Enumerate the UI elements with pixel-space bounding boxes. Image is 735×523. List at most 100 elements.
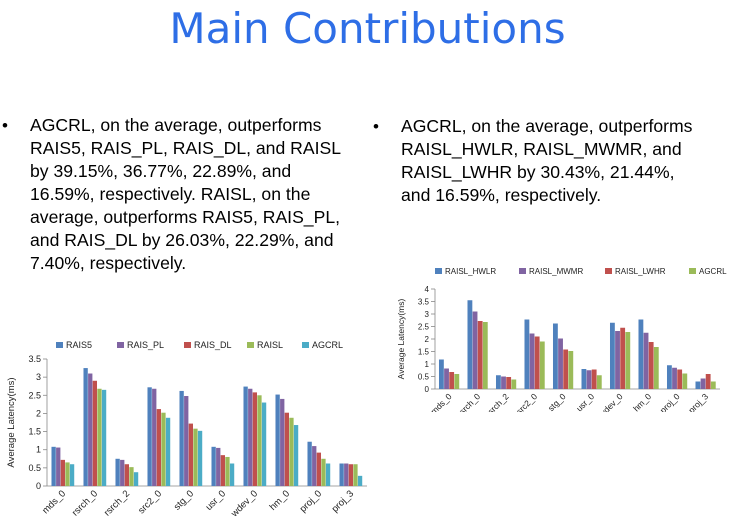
bar-agcrl-hm-0 (653, 347, 659, 389)
bar-rais-dl-proj-0 (316, 452, 322, 486)
bar-rais-dl-mds-0 (60, 459, 66, 486)
bar-rais-dl-src2-0 (156, 409, 162, 486)
bar-raisl-mds-0 (65, 462, 70, 486)
bar-agcrl-proj-3 (357, 475, 363, 486)
bar-rais-pl-proj-3 (344, 463, 349, 486)
bullet-text: AGCRL, on the average, outperforms RAIS5… (30, 115, 341, 273)
bar-rais5-usr-0 (211, 446, 216, 486)
x-tick-label: mds_0 (40, 488, 68, 516)
legend-swatch (117, 342, 124, 348)
y-axis-label: Average Latency(ms) (396, 299, 406, 380)
bar-raisl-hwlr-rsrch-0 (467, 300, 473, 389)
bar-rais5-wdev-0 (243, 386, 248, 486)
bar-rais-dl-wdev-0 (252, 392, 258, 486)
latency-chart-left: RAIS5 RAIS_PL RAIS_DL RAISL AGCRL 0 0.5 1 1.5 2 2.… (6, 340, 367, 520)
bar-raisl-lwhr-hm-0 (648, 342, 654, 389)
bar-rais5-rsrch-0 (83, 368, 88, 486)
legend-label: RAIS_PL (127, 340, 164, 350)
legend-label: RAISL_HWLR (445, 267, 496, 276)
x-tick-label: proj_0 (658, 391, 682, 412)
bar-raisl-hwlr-proj-3 (695, 381, 701, 389)
bar-raisl-lwhr-proj-0 (677, 369, 683, 389)
bar-raisl-stg-0 (193, 428, 198, 486)
legend-label: RAIS_DL (194, 340, 232, 350)
bar-agcrl-stg-0 (197, 430, 203, 486)
legend-swatch (689, 268, 696, 274)
bar-rais5-mds-0 (51, 446, 56, 486)
x-tick-label: wdev_0 (228, 488, 260, 520)
bar-raisl-mwmr-usr-0 (586, 370, 592, 389)
bar-rais-pl-mds-0 (56, 447, 61, 486)
x-tick-label: proj_3 (686, 391, 710, 412)
y-tick-label: 2.5 (28, 390, 41, 400)
bar-agcrl-usr-0 (596, 375, 602, 389)
bar-raisl-lwhr-rsrch-2 (506, 377, 512, 389)
bar-raisl-hwlr-wdev-0 (609, 322, 615, 389)
bullet-text: AGCRL, on the average, outperforms RAISL… (401, 116, 693, 205)
legend-swatch (435, 268, 442, 274)
bar-raisl-hwlr-rsrch-2 (495, 375, 501, 389)
bar-rais-pl-src2-0 (152, 388, 157, 486)
bar-rais-dl-proj-3 (348, 464, 354, 486)
x-tick-label: stg_0 (546, 391, 568, 412)
legend-label: RAISL_MWMR (529, 267, 583, 276)
bar-rais5-hm-0 (275, 394, 280, 486)
bar-agcrl-src2-0 (165, 417, 171, 486)
bar-agcrl-mds-0 (454, 374, 460, 389)
y-tick-label: 0.5 (28, 463, 41, 473)
legend-label: RAISL_LWHR (615, 267, 666, 276)
bar-rais-pl-usr-0 (216, 447, 221, 486)
bar-raisl-usr-0 (225, 456, 230, 486)
bar-raisl-lwhr-src2-0 (534, 336, 540, 389)
x-tick-label: rsrch_0 (70, 488, 100, 518)
y-axis-label: Average Latency(ms) (6, 377, 17, 467)
x-tick-label: wdev_0 (596, 391, 625, 412)
bars (438, 300, 716, 389)
bar-raisl-lwhr-proj-3 (705, 374, 711, 389)
bar-raisl-lwhr-stg-0 (563, 349, 569, 389)
bar-raisl-hwlr-mds-0 (438, 359, 444, 389)
bullet-marker: • (373, 117, 379, 136)
x-tick-label: proj_3 (330, 488, 356, 514)
legend-label: RAIS5 (66, 340, 92, 350)
latency-chart-right: RAISL_HWLR RAISL_MWMR RAISL_LWHR AGCRL 0 0.5 1… (396, 267, 727, 412)
bar-agcrl-rsrch-0 (101, 389, 107, 486)
x-tick-label: usr_0 (574, 391, 596, 412)
legend-swatch (184, 342, 191, 348)
bar-raisl-mwmr-proj-0 (672, 367, 677, 389)
y-tick-label: 3 (36, 372, 41, 382)
y-tick-label: 1.5 (418, 348, 430, 357)
bar-raisl-lwhr-usr-0 (591, 369, 597, 389)
bar-raisl-rsrch-0 (97, 388, 102, 486)
bar-raisl-mwmr-stg-0 (558, 338, 563, 389)
bar-agcrl-rsrch-2 (511, 379, 517, 389)
bar-rais5-rsrch-2 (115, 458, 120, 486)
bar-agcrl-wdev-0 (625, 332, 631, 389)
bar-rais5-stg-0 (179, 390, 184, 486)
legend-label: AGCRL (312, 340, 343, 350)
legend-swatch (302, 342, 309, 348)
bar-raisl-lwhr-mds-0 (449, 372, 455, 389)
x-tick-label: stg_0 (172, 488, 196, 512)
x-tick-label: hm_0 (631, 391, 653, 412)
x-tick-label: rsrch_2 (484, 391, 511, 412)
bar-agcrl-wdev-0 (261, 402, 267, 486)
bar-raisl-lwhr-rsrch-0 (477, 321, 483, 389)
x-tick-label: hm_0 (268, 488, 293, 513)
y-axis-ticks: 0 0.5 1 1.5 2 2.5 3 3.5 (28, 354, 47, 491)
bar-agcrl-stg-0 (568, 351, 574, 389)
bar-raisl-mwmr-src2-0 (529, 333, 535, 389)
bar-raisl-src2-0 (161, 412, 166, 486)
x-tick-label: usr_0 (204, 488, 229, 513)
x-tick-label: rsrch_2 (102, 488, 132, 518)
bar-agcrl-hm-0 (293, 425, 299, 486)
bar-rais-pl-rsrch-0 (88, 373, 93, 486)
bar-raisl-mwmr-proj-3 (700, 378, 706, 389)
legend-label: AGCRL (699, 267, 727, 276)
bar-agcrl-proj-0 (682, 373, 688, 389)
bar-raisl-rsrch-2 (129, 467, 134, 486)
bar-rais-pl-wdev-0 (248, 388, 253, 486)
y-tick-label: 2.5 (418, 323, 430, 332)
bar-raisl-mwmr-mds-0 (444, 368, 449, 389)
y-tick-label: 3 (425, 310, 430, 319)
